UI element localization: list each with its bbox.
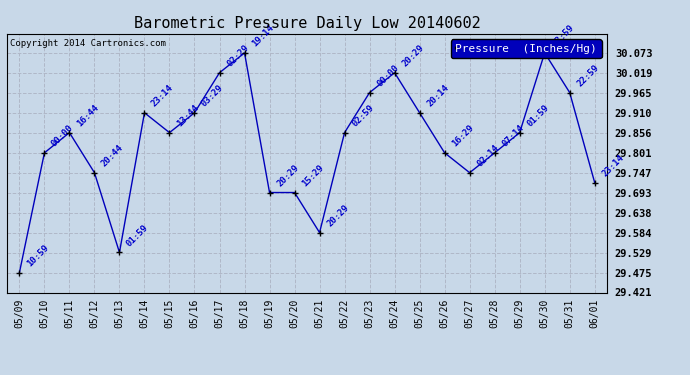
Text: 15:29: 15:29: [300, 163, 326, 188]
Text: 23:14: 23:14: [150, 83, 175, 109]
Text: 22:59: 22:59: [575, 63, 600, 88]
Text: 01:59: 01:59: [525, 103, 551, 129]
Text: 02:59: 02:59: [350, 103, 375, 129]
Text: 10:59: 10:59: [25, 243, 50, 268]
Text: 23:14: 23:14: [600, 153, 626, 178]
Text: 00:00: 00:00: [375, 63, 400, 88]
Text: 16:44: 16:44: [75, 103, 100, 129]
Text: 03:59: 03:59: [550, 23, 575, 49]
Text: 20:29: 20:29: [400, 43, 426, 69]
Text: 13:44: 13:44: [175, 103, 200, 129]
Text: 00:00: 00:00: [50, 123, 75, 148]
Text: Copyright 2014 Cartronics.com: Copyright 2014 Cartronics.com: [10, 39, 166, 48]
Text: 03:29: 03:29: [200, 83, 226, 109]
Text: 20:44: 20:44: [100, 143, 126, 168]
Text: 20:14: 20:14: [425, 83, 451, 109]
Text: 02:14: 02:14: [475, 143, 500, 168]
Title: Barometric Pressure Daily Low 20140602: Barometric Pressure Daily Low 20140602: [134, 16, 480, 31]
Text: 07:14: 07:14: [500, 123, 526, 148]
Text: 02:29: 02:29: [225, 43, 250, 69]
Text: 01:59: 01:59: [125, 223, 150, 248]
Text: 20:29: 20:29: [275, 163, 300, 188]
Text: 16:29: 16:29: [450, 123, 475, 148]
Legend: Pressure  (Inches/Hg): Pressure (Inches/Hg): [451, 39, 602, 58]
Text: 20:29: 20:29: [325, 203, 351, 228]
Text: 19:14: 19:14: [250, 23, 275, 49]
